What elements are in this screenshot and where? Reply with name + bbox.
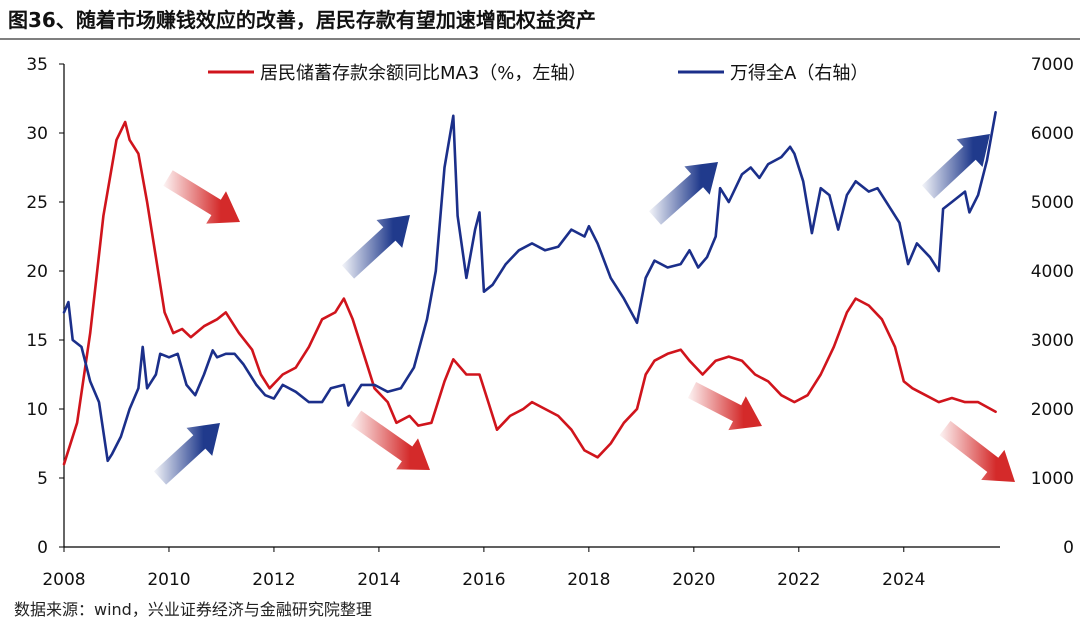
x-tick-label: 2008 [42,570,85,590]
left-y-tick-label: 20 [26,262,48,282]
x-tick-label: 2020 [672,570,715,590]
up-trend-arrow [153,423,220,485]
down-trend-arrow [350,410,430,470]
deposit-growth-series-line [62,120,997,466]
figure-title: 图36、随着市场赚钱效应的改善，居民存款有望加速增配权益资产 [8,8,596,32]
left-y-tick-label: 0 [37,538,48,558]
left-y-tick-label: 30 [26,124,48,144]
x-tick-label: 2016 [462,570,505,590]
down-trend-arrow [939,420,1015,482]
left-y-tick-label: 25 [26,193,48,213]
right-y-tick-label: 3000 [1031,331,1074,351]
wind-all-a-series-line [62,111,997,463]
legend-item-wind-all-a-label: 万得全A（右轴） [730,63,868,84]
x-tick-label: 2024 [882,570,925,590]
legend-item-deposit-growth-label: 居民储蓄存款余额同比MA3（%，左轴） [260,63,586,84]
left-y-tick-label: 15 [26,331,48,351]
right-y-tick-label: 2000 [1031,400,1074,420]
up-trend-arrow [921,134,990,199]
source-note: 数据来源：wind，兴业证券经济与金融研究院整理 [14,600,372,619]
x-tick-label: 2014 [357,570,400,590]
right-y-tick-label: 0 [1063,538,1074,558]
x-tick-label: 2010 [147,570,190,590]
up-trend-arrow [341,215,410,279]
x-tick-label: 2012 [252,570,295,590]
x-tick-label: 2022 [777,570,820,590]
right-y-tick-label: 5000 [1031,193,1074,213]
right-y-tick-label: 4000 [1031,262,1074,282]
up-trend-arrow [649,162,718,225]
x-tick-label: 2018 [567,570,610,590]
right-y-tick-label: 7000 [1031,55,1074,75]
dual-axis-line-chart: 0 5 10 15 20 25 30 35 0 1000 2000 3000 4000 5000 6000 7… [26,55,1074,590]
left-y-tick-label: 5 [37,469,48,489]
left-y-tick-label: 35 [26,55,48,75]
down-trend-arrow [163,170,240,224]
left-y-tick-label: 10 [26,400,48,420]
title-divider [0,38,1080,40]
right-y-tick-label: 1000 [1031,469,1074,489]
down-trend-arrow [687,382,762,431]
right-y-tick-label: 6000 [1031,124,1074,144]
